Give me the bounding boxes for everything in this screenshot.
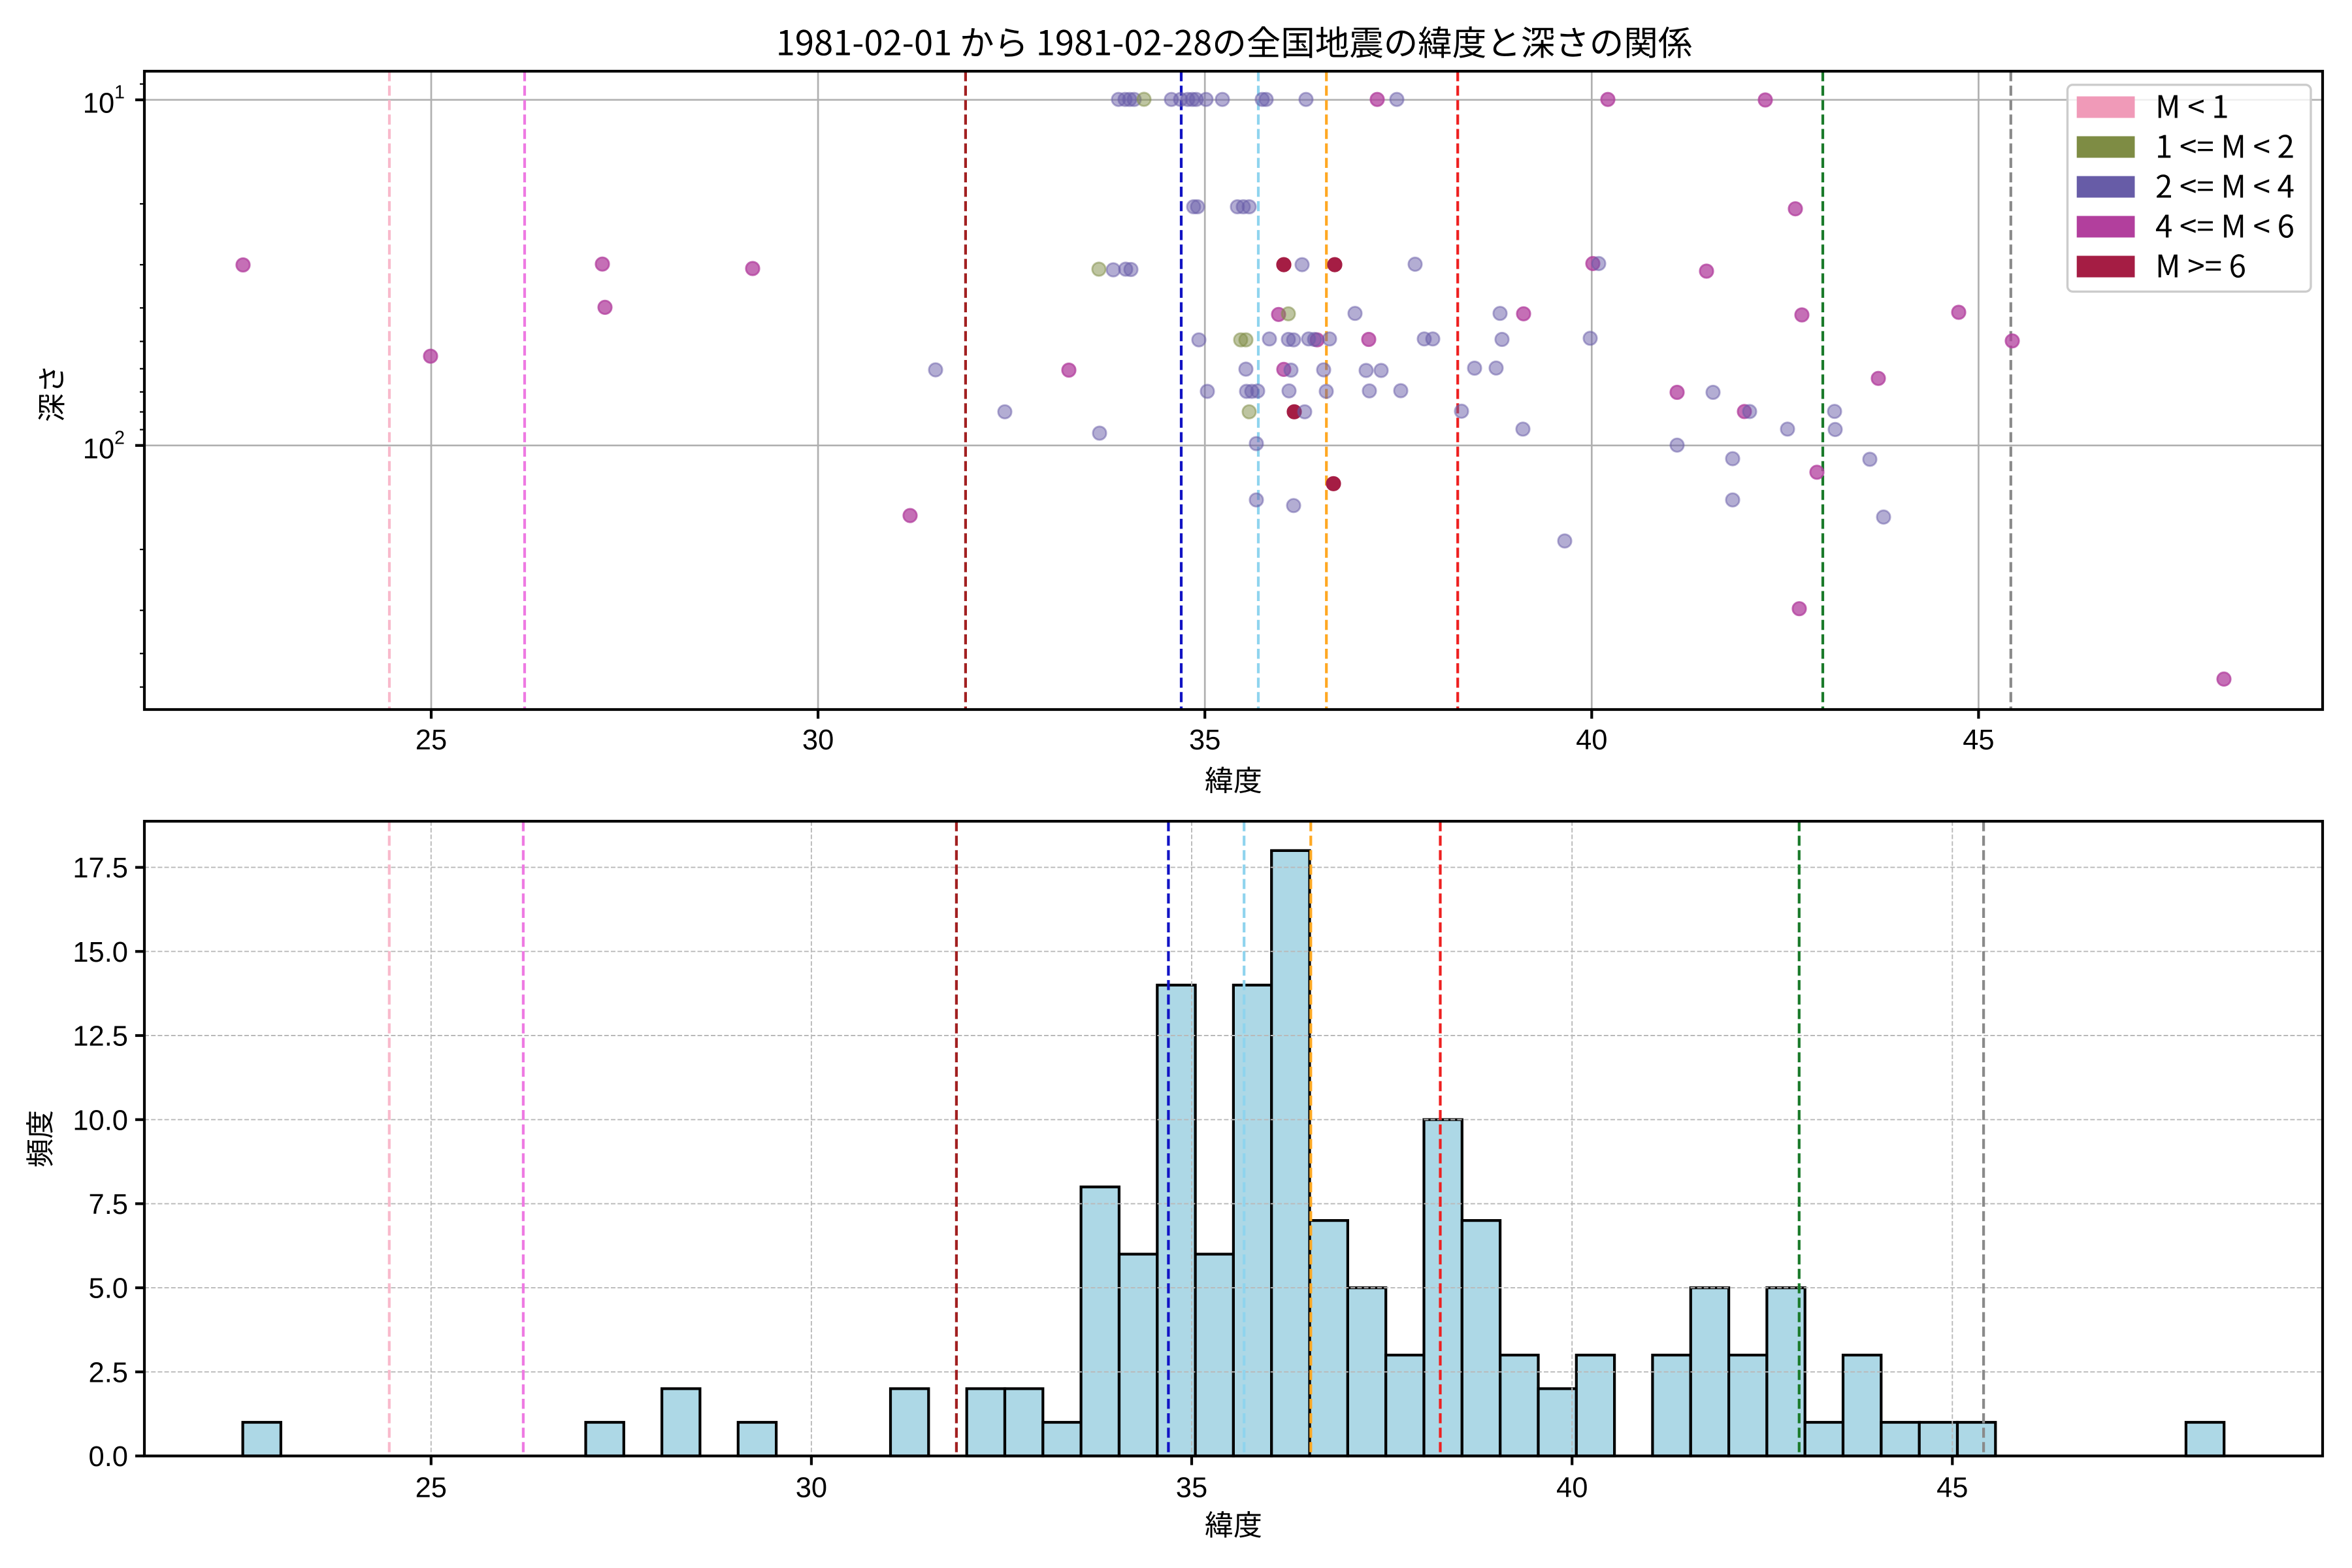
svg-text:35: 35 [1176, 1473, 1207, 1504]
svg-text:30: 30 [802, 725, 834, 756]
svg-text:45: 45 [1936, 1473, 1968, 1504]
svg-text:25: 25 [416, 725, 447, 756]
svg-text:7.5: 7.5 [89, 1189, 128, 1220]
svg-text:15.0: 15.0 [73, 937, 128, 968]
svg-text:0.0: 0.0 [89, 1441, 128, 1473]
svg-text:2.5: 2.5 [89, 1357, 128, 1388]
svg-text:40: 40 [1576, 725, 1607, 756]
svg-text:5.0: 5.0 [89, 1273, 128, 1305]
svg-text:10.0: 10.0 [73, 1105, 128, 1136]
svg-text:30: 30 [796, 1473, 827, 1504]
svg-text:40: 40 [1556, 1473, 1588, 1504]
svg-text:45: 45 [1963, 725, 1994, 756]
svg-text:25: 25 [416, 1473, 447, 1504]
svg-text:17.5: 17.5 [73, 853, 128, 884]
svg-text:35: 35 [1189, 725, 1220, 756]
svg-text:12.5: 12.5 [73, 1021, 128, 1053]
